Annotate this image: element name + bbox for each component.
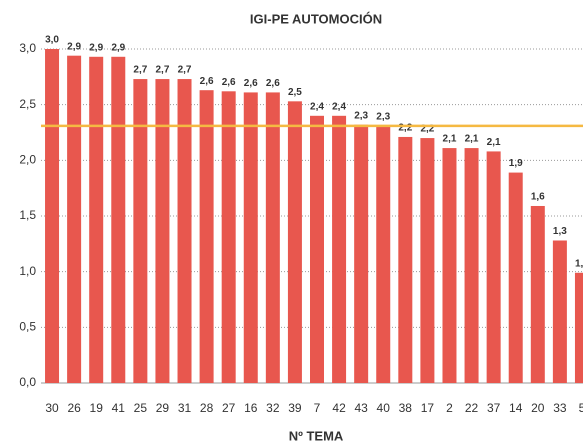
data-label: 1,9 [509,158,523,169]
x-tick-label: 7 [314,401,321,415]
bar [67,55,82,384]
data-label: 2,9 [111,42,125,53]
x-tick-label: 25 [134,401,148,415]
data-label: 2,2 [420,124,434,135]
data-label: 2,3 [354,110,368,121]
x-tick-label: 26 [67,401,81,415]
x-tick-label: 20 [531,401,545,415]
data-label: 2,7 [133,65,147,76]
y-tick-label: 2,5 [19,97,36,111]
x-tick-label: 5 [579,401,583,415]
x-axis-label: Nº TEMA [289,428,344,443]
data-label: 1,3 [553,226,567,237]
x-tick-label: 31 [178,401,192,415]
x-tick-label: 43 [354,401,368,415]
bar [552,240,567,383]
data-label: 2,5 [288,87,302,98]
x-tick-label: 17 [421,401,435,415]
data-label: 2,4 [332,101,346,112]
bar [486,151,501,383]
data-label: 2,6 [266,78,280,89]
bar [420,138,435,383]
bar [376,125,391,383]
x-tick-label: 41 [112,401,126,415]
bar [111,56,126,383]
y-tick-label: 2,0 [19,153,36,167]
data-label: 2,7 [155,65,169,76]
data-label: 2,7 [178,65,192,76]
x-tick-label: 27 [222,401,236,415]
data-label: 3,0 [45,35,59,46]
y-tick-label: 0,0 [19,375,36,389]
x-tick-label: 22 [465,401,479,415]
data-label: 2,4 [310,101,324,112]
data-label: 2,6 [244,78,258,89]
x-tick-label: 38 [399,401,413,415]
x-tick-label: 39 [288,401,302,415]
bar [508,172,523,383]
bar [398,136,413,383]
data-label: 2,1 [465,134,479,145]
bar [530,205,545,383]
data-label: 2,3 [376,111,390,122]
bar [464,148,479,383]
bar [287,101,302,384]
x-tick-label: 2 [446,401,453,415]
bar [265,92,280,384]
x-tick-label: 30 [45,401,59,415]
data-label: 2,6 [200,76,214,87]
bar [332,115,347,384]
x-tick-label: 40 [377,401,391,415]
x-tick-label: 33 [553,401,567,415]
bar [177,79,192,383]
bar [199,90,214,384]
bar [574,272,583,383]
data-label: 2,1 [487,137,501,148]
data-label: 1,0 [575,258,583,269]
data-label: 2,9 [89,42,103,53]
x-tick-label: 37 [487,401,501,415]
x-tick-label: 29 [156,401,170,415]
bar [442,148,457,383]
data-label: 1,6 [531,192,545,203]
bar [133,79,148,383]
data-label: 2,1 [443,134,457,145]
bar [221,91,236,383]
x-tick-label: 14 [509,401,523,415]
y-tick-label: 0,5 [19,320,36,334]
data-label: 2,6 [222,77,236,88]
chart-title: IGI-PE AUTOMOCIÓN [250,11,382,26]
data-label: 2,2 [398,123,412,134]
bar [243,92,258,384]
y-tick-label: 3,0 [19,41,36,55]
bar [89,56,104,383]
bar [310,115,324,384]
x-tick-label: 28 [200,401,214,415]
x-tick-label: 42 [332,401,346,415]
bar [354,124,369,383]
bar [45,49,60,383]
x-tick-label: 32 [266,401,280,415]
y-tick-label: 1,0 [19,264,36,278]
x-tick-label: 16 [244,401,258,415]
x-tick-label: 19 [90,401,104,415]
y-tick-label: 1,5 [19,208,36,222]
bar [155,79,170,383]
data-label: 2,9 [67,41,81,52]
